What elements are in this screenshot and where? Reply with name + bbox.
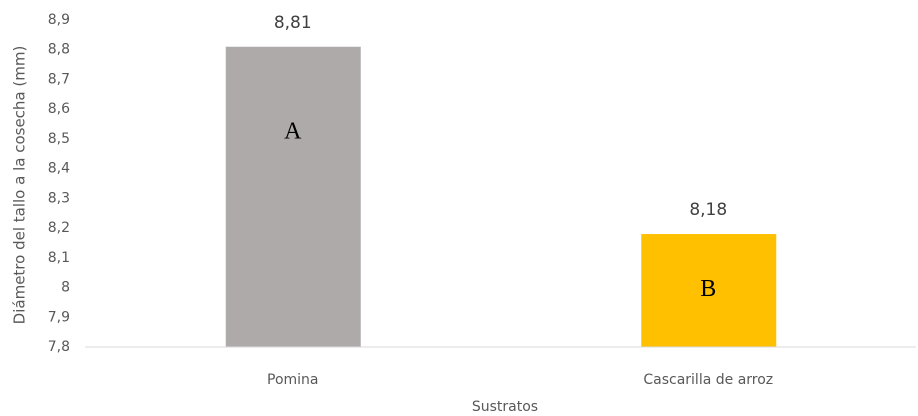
bar (641, 234, 777, 347)
bar (225, 46, 361, 347)
y-tick-label: 8,1 (48, 250, 70, 266)
y-tick-label: 8,5 (48, 131, 70, 147)
y-tick-label: 8 (61, 280, 70, 296)
y-tick-label: 8,3 (48, 190, 70, 206)
data-label: 8,18 (689, 200, 727, 220)
y-tick-label: 8,2 (48, 220, 70, 236)
bar-annotation: A (284, 118, 302, 144)
data-label: 8,81 (274, 13, 312, 33)
y-axis-label: Diámetro del tallo a la cosecha (mm) (11, 46, 29, 325)
y-tick-label: 8,6 (48, 101, 70, 117)
x-tick-label: Cascarilla de arroz (643, 372, 773, 388)
y-tick-label: 7,9 (48, 309, 70, 325)
y-tick-label: 8,7 (48, 71, 70, 87)
y-tick-label: 8,4 (48, 161, 70, 177)
bar-annotation: B (700, 276, 716, 302)
x-axis-label: Sustratos (472, 399, 538, 415)
y-tick-label: 8,8 (48, 42, 70, 58)
y-tick-label: 7,8 (48, 339, 70, 355)
y-tick-label: 8,9 (48, 12, 70, 28)
x-tick-label: Pomina (267, 372, 319, 388)
